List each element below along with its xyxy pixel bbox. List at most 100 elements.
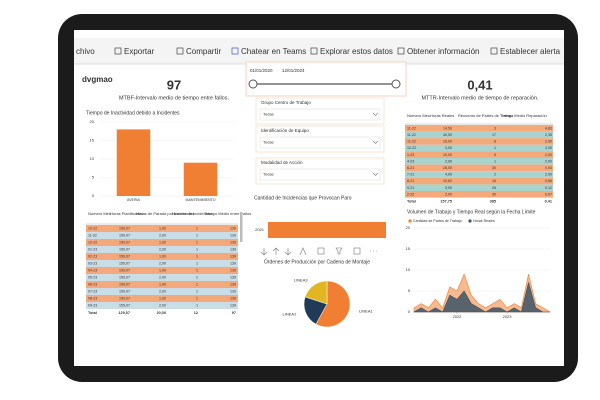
table-cell: 10-22 xyxy=(88,227,97,231)
toolbar-item[interactable]: Exportar xyxy=(124,47,155,56)
table-cell: 159,07 xyxy=(119,227,130,231)
table-cell: 159,07 xyxy=(119,276,130,280)
toolbar-icon xyxy=(114,47,122,55)
table-row xyxy=(405,131,553,139)
table-cell: 1,00 xyxy=(159,297,166,301)
table-cell: 0,12 xyxy=(545,186,552,190)
dropdown-chevron xyxy=(372,140,379,144)
slicer-dropdown[interactable] xyxy=(259,136,381,149)
table-cell: 1 xyxy=(196,297,198,301)
toolbar-item[interactable]: Explorar estos datos xyxy=(320,47,393,56)
table-cell: 159,07 xyxy=(119,262,130,266)
table-cell: 2,00 xyxy=(159,290,166,294)
table-row xyxy=(86,232,238,239)
table-cell: 11-22 xyxy=(407,140,416,144)
table-cell: 1 xyxy=(196,234,198,238)
table-cell: 16 xyxy=(492,179,496,183)
table-cell: 8-21 xyxy=(407,179,414,183)
kpi-label: MTTR-Intervalo medio de tiempo de repara… xyxy=(421,95,539,101)
slicer-label: Identificación de Equipo xyxy=(261,128,309,133)
table-cell: 159,07 xyxy=(119,283,130,287)
table-cell: 05-23 xyxy=(88,276,97,280)
table-cell: 2,00 xyxy=(545,173,552,177)
table-cell: 159,07 xyxy=(119,255,130,259)
table-cell: 3,00 xyxy=(545,146,552,150)
table-cell: 1 xyxy=(196,276,198,280)
table-cell: 10,00 xyxy=(443,153,452,157)
table-row xyxy=(405,164,553,172)
toolbar-item[interactable]: Obtener información xyxy=(407,47,479,56)
table-total: Total xyxy=(407,200,416,204)
table-cell: 2,35 xyxy=(545,133,552,137)
table-cell: 8 xyxy=(494,140,496,144)
legend-swatch xyxy=(468,219,472,223)
table-cell: 1 xyxy=(196,248,198,252)
table-cell: 2,00 xyxy=(159,304,166,308)
toolbar-icon xyxy=(176,47,184,55)
chart-title: Órdenes de Producción por Cadena de Mont… xyxy=(264,258,370,265)
scrollbar xyxy=(240,212,243,242)
table-row xyxy=(405,184,553,191)
slicer-value: Todas xyxy=(263,112,274,117)
date-end: 12/01/2024 xyxy=(282,68,305,73)
table-cell: 139 xyxy=(230,290,236,294)
slicer-label: Grupo Centro de Trabajo xyxy=(261,100,311,105)
table-cell: 1 xyxy=(196,304,198,308)
toolbar-item[interactable]: Compartir xyxy=(186,47,221,56)
table-cell: 159,07 xyxy=(119,290,130,294)
table-cell: 40,00 xyxy=(443,133,452,137)
table-row xyxy=(405,138,553,145)
y-tick-label: 0 xyxy=(92,193,95,198)
table-row xyxy=(405,151,553,158)
report: chivo Exportar Compartir Chatear en Teams Ex… xyxy=(74,38,564,328)
table-cell: 2,00 xyxy=(159,262,166,266)
table-cell: 139 xyxy=(230,241,236,245)
table-cell: 08-23 xyxy=(88,297,97,301)
table-cell: 139 xyxy=(230,262,236,266)
table-cell: 1 xyxy=(196,290,198,294)
y-tick-label: 10 xyxy=(406,267,411,272)
table-cell: 11-22 xyxy=(407,126,416,130)
table-total: 12 xyxy=(194,311,198,315)
x-tick-label: 2023 xyxy=(503,314,513,319)
dropdown-chevron xyxy=(372,112,379,116)
table-cell: 139 xyxy=(230,297,236,301)
table-cell: 139 xyxy=(230,269,236,273)
table-cell: 9-21 xyxy=(407,186,414,190)
table-row xyxy=(405,125,553,132)
table-cell: 04-23 xyxy=(88,269,97,273)
slider-handle[interactable] xyxy=(391,79,401,89)
toolbar-item[interactable]: chivo xyxy=(76,47,95,56)
table-cell: 2 xyxy=(494,173,496,177)
toolbar-item[interactable]: Establecer alerta xyxy=(500,47,561,56)
slicer-dropdown[interactable] xyxy=(259,108,381,121)
table-row xyxy=(86,288,238,295)
table-row xyxy=(86,260,238,267)
table-row xyxy=(86,267,238,274)
table-row xyxy=(86,246,238,253)
chart-title: Cantidad de Incidencias que Provocan Par… xyxy=(254,195,352,201)
toolbar-item[interactable]: Chatear en Teams xyxy=(241,47,306,56)
y-tick-label: 20 xyxy=(406,225,411,230)
table-cell: 1 xyxy=(494,146,496,150)
table-cell: 139 xyxy=(230,283,236,287)
table-cell: 2,00 xyxy=(545,159,552,163)
table-cell: 1,00 xyxy=(159,283,166,287)
visual-icons xyxy=(260,247,377,256)
table-cell: 1 xyxy=(196,255,198,259)
table-cell: 2,00 xyxy=(445,192,452,196)
slider-handle[interactable] xyxy=(248,79,258,89)
slicer-dropdown[interactable] xyxy=(259,168,381,181)
legend-label: Horas Reales xyxy=(473,219,495,223)
date-slicer[interactable] xyxy=(245,61,407,97)
column-header: Tiempo Medio entre Fallos xyxy=(204,211,251,216)
table-cell: 1 xyxy=(196,283,198,287)
table-cell: 2,00 xyxy=(445,159,452,163)
table-cell: 1,00 xyxy=(159,269,166,273)
chart-title: Tiempo de Inactividad debido a Incidente… xyxy=(86,110,180,116)
dropdown-chevron xyxy=(372,172,379,176)
bar xyxy=(268,222,386,238)
table-cell: 139 xyxy=(230,234,236,238)
kpi-label: MTBF-Intervalo medio de tiempo entre fal… xyxy=(119,95,230,101)
